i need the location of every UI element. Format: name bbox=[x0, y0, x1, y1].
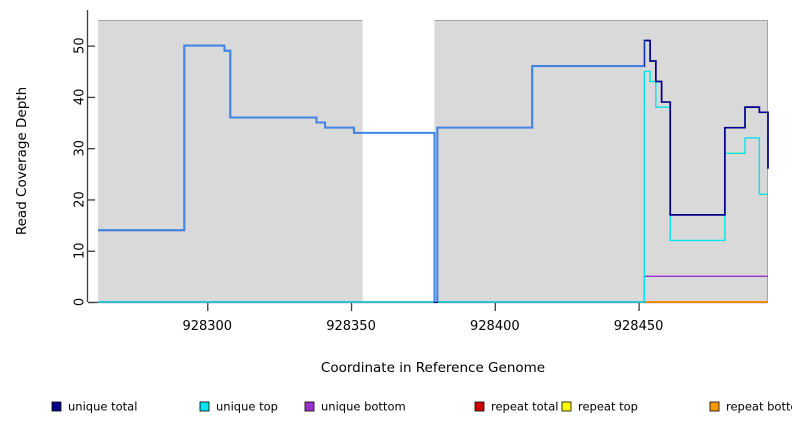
legend-swatch-unique-bottom bbox=[304, 401, 315, 412]
legend-swatch-repeat-top bbox=[561, 401, 572, 412]
y-axis-title: Read Coverage Depth bbox=[14, 87, 30, 235]
y-axis: 0 10 20 30 40 50 bbox=[73, 10, 95, 306]
plot-background bbox=[98, 20, 768, 302]
x-tick-label: 928350 bbox=[326, 319, 376, 334]
legend-label-repeat-top: repeat top bbox=[578, 400, 638, 414]
y-tick-label: 40 bbox=[73, 89, 88, 106]
y-tick-label: 50 bbox=[73, 37, 88, 54]
legend-label-unique-top: unique top bbox=[216, 400, 278, 414]
x-tick-label: 928450 bbox=[614, 319, 664, 334]
x-tick-label: 928400 bbox=[470, 319, 520, 334]
legend-label-repeat-bottom: repeat bottom bbox=[726, 400, 792, 414]
y-tick-label: 10 bbox=[73, 242, 88, 259]
y-tick-label: 0 bbox=[73, 298, 88, 306]
y-tick-label: 30 bbox=[73, 140, 88, 157]
legend-swatch-unique-top bbox=[199, 401, 210, 412]
legend-swatch-repeat-bottom bbox=[709, 401, 720, 412]
legend-label-unique-bottom: unique bottom bbox=[321, 400, 406, 414]
data-series-layer bbox=[98, 39, 769, 303]
y-tick-label: 20 bbox=[73, 191, 88, 208]
legend-swatch-repeat-total bbox=[474, 401, 485, 412]
legend-swatch-unique-total bbox=[51, 401, 62, 412]
legend-label-unique-total: unique total bbox=[68, 400, 137, 414]
series-line-unique-total-overlay bbox=[98, 39, 645, 302]
x-axis: 928300 928350 928400 928450 bbox=[88, 301, 768, 334]
x-tick-label: 928300 bbox=[182, 319, 232, 334]
legend-label-repeat-total: repeat total bbox=[491, 400, 558, 414]
x-axis-title: Coordinate in Reference Genome bbox=[321, 360, 545, 376]
legend: unique total unique top unique bottom repea… bbox=[51, 400, 792, 414]
